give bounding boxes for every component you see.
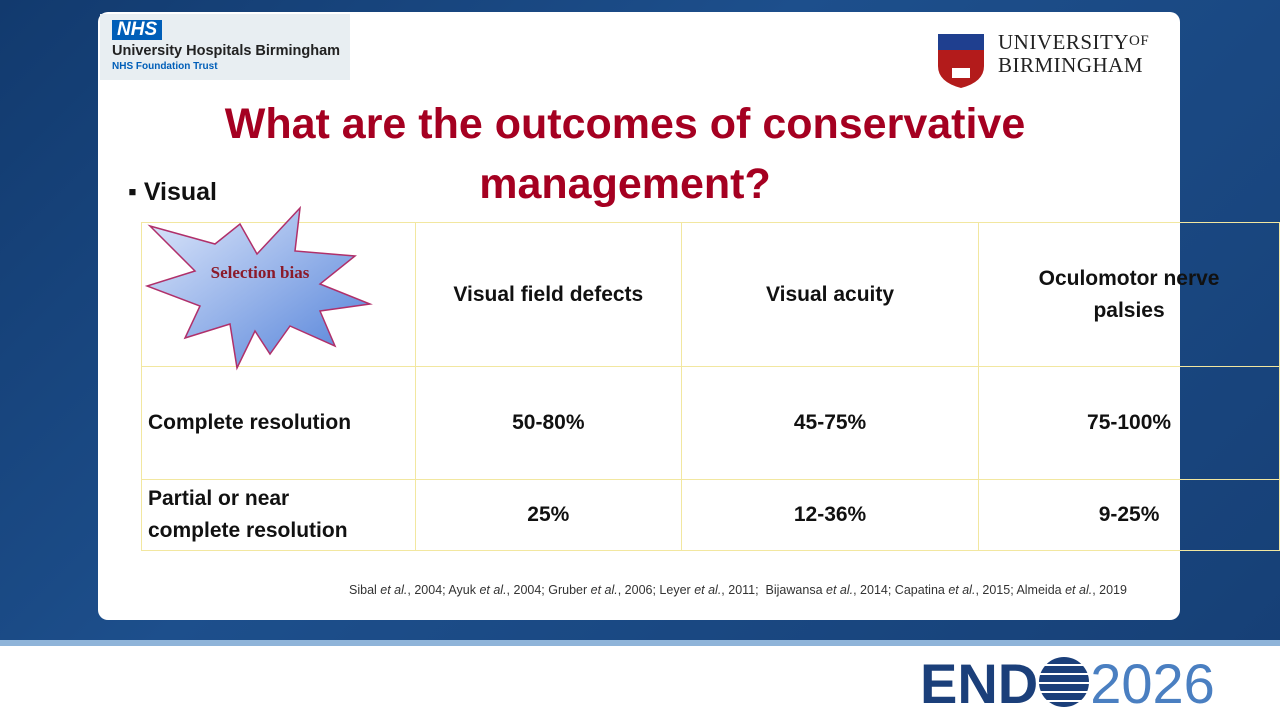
ref-text: , 2004; Ayuk (407, 583, 480, 597)
table-header-cell: Visual field defects (414, 222, 682, 367)
nhs-badge: NHS (112, 20, 163, 40)
ref-etal: et al. (948, 583, 976, 597)
table-cell: 9-25% (978, 479, 1280, 551)
ref-text: , 2011; Bijawansa (721, 583, 826, 597)
ref-etal: et al. (590, 583, 618, 597)
ref-etal: et al. (380, 583, 408, 597)
table-row: Partial or near complete resolution 25% 12… (141, 479, 1280, 551)
ref-etal: et al. (1065, 583, 1093, 597)
table-row: Complete resolution 50-80% 45-75% 75-100% (141, 366, 1280, 480)
ref-etal: et al. (826, 583, 854, 597)
globe-icon (1039, 657, 1090, 707)
table-header-cell: Visual acuity (680, 222, 980, 367)
uni-text: BIRMINGHAM (998, 53, 1144, 77)
ref-etal: et al. (694, 583, 722, 597)
table: Visual field defects Visual acuity Oculomo… (141, 222, 1280, 551)
logo-text: END (920, 652, 1039, 715)
starburst (145, 206, 373, 371)
table-cell: Complete resolution (141, 366, 416, 480)
ref-text: , 2006; Leyer (617, 583, 695, 597)
bullet-text: Visual (143, 178, 218, 206)
ref-text: , 2015; Almeida (975, 583, 1066, 597)
table-cell: 75-100% (978, 366, 1280, 480)
ref-text: , 2004; Gruber (506, 583, 591, 597)
ref-text: , 2014; Capatina (853, 583, 949, 597)
table-cell: 12-36% (680, 479, 980, 551)
nhs-org: University Hospitals Birmingham (112, 43, 341, 59)
references: Sibal et al., 2004; Ayuk et al., 2004; G… (349, 583, 1127, 597)
ref-text: Sibal (349, 583, 381, 597)
table-cell: Partial or near complete resolution (141, 479, 416, 551)
uni-logo: UNIVERSITYOF BIRMINGHAM (998, 30, 1149, 77)
ref-text: , 2019 (1092, 583, 1127, 597)
table-cell: 45-75% (680, 366, 980, 480)
nhs-logo: NHS University Hospitals Birmingham NHS … (100, 14, 350, 80)
table-cell: 25% (414, 479, 682, 551)
logo-text: 2026 (1090, 652, 1215, 715)
table-header-cell: Oculomotor nerve palsies (978, 222, 1280, 367)
uni-crest (938, 34, 984, 88)
uni-text: UNIVERSITY (998, 30, 1129, 54)
nhs-trust: NHS Foundation Trust (112, 61, 218, 72)
uni-of: OF (1129, 33, 1150, 49)
endo-logo: END 2026 (920, 651, 1215, 717)
ref-etal: et al. (479, 583, 507, 597)
starburst-label: Selection bias (210, 263, 310, 282)
bullet: ▪ Visual (128, 178, 218, 206)
table-cell: 50-80% (414, 366, 682, 480)
slide-title: What are the outcomes of conservative ma… (224, 100, 1026, 208)
